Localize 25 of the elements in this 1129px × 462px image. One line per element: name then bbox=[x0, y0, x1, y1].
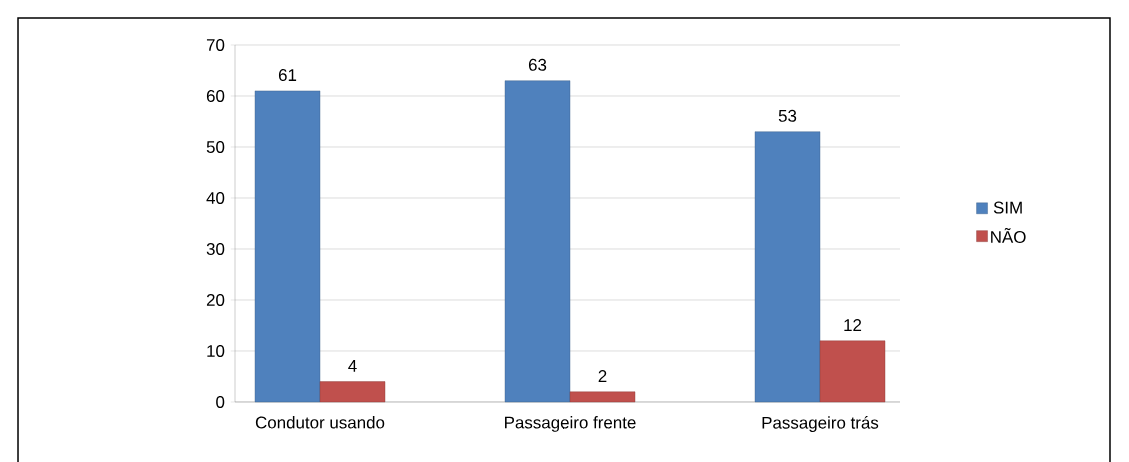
y-tick-label: 40 bbox=[206, 191, 225, 204]
data-label: 53 bbox=[778, 109, 797, 122]
legend-label: NÃO bbox=[991, 227, 1026, 243]
legend-label: SIM bbox=[993, 201, 1022, 214]
data-label: 12 bbox=[844, 319, 862, 331]
x-tick-label: Condutor usando bbox=[255, 416, 385, 429]
y-tick-label: 20 bbox=[206, 293, 225, 306]
bar bbox=[754, 131, 821, 403]
y-tick-label: 60 bbox=[206, 89, 225, 102]
bar bbox=[254, 90, 321, 403]
bar bbox=[504, 80, 571, 403]
bar bbox=[569, 391, 636, 403]
x-tick-label: Passageiro trás bbox=[762, 416, 879, 433]
x-tick-label: Passageiro frente bbox=[505, 416, 636, 432]
y-tick-label: 30 bbox=[206, 242, 225, 255]
y-tick-label: 70 bbox=[206, 38, 225, 51]
data-label: 61 bbox=[278, 69, 297, 82]
data-label: 2 bbox=[598, 370, 607, 382]
data-label: 4 bbox=[348, 360, 357, 372]
data-label: 63 bbox=[528, 58, 547, 71]
y-tick-label: 10 bbox=[207, 344, 225, 357]
y-tick-label: 50 bbox=[206, 140, 225, 153]
bar bbox=[819, 340, 886, 403]
y-tick-label: 0 bbox=[216, 395, 225, 408]
bar bbox=[319, 381, 386, 403]
